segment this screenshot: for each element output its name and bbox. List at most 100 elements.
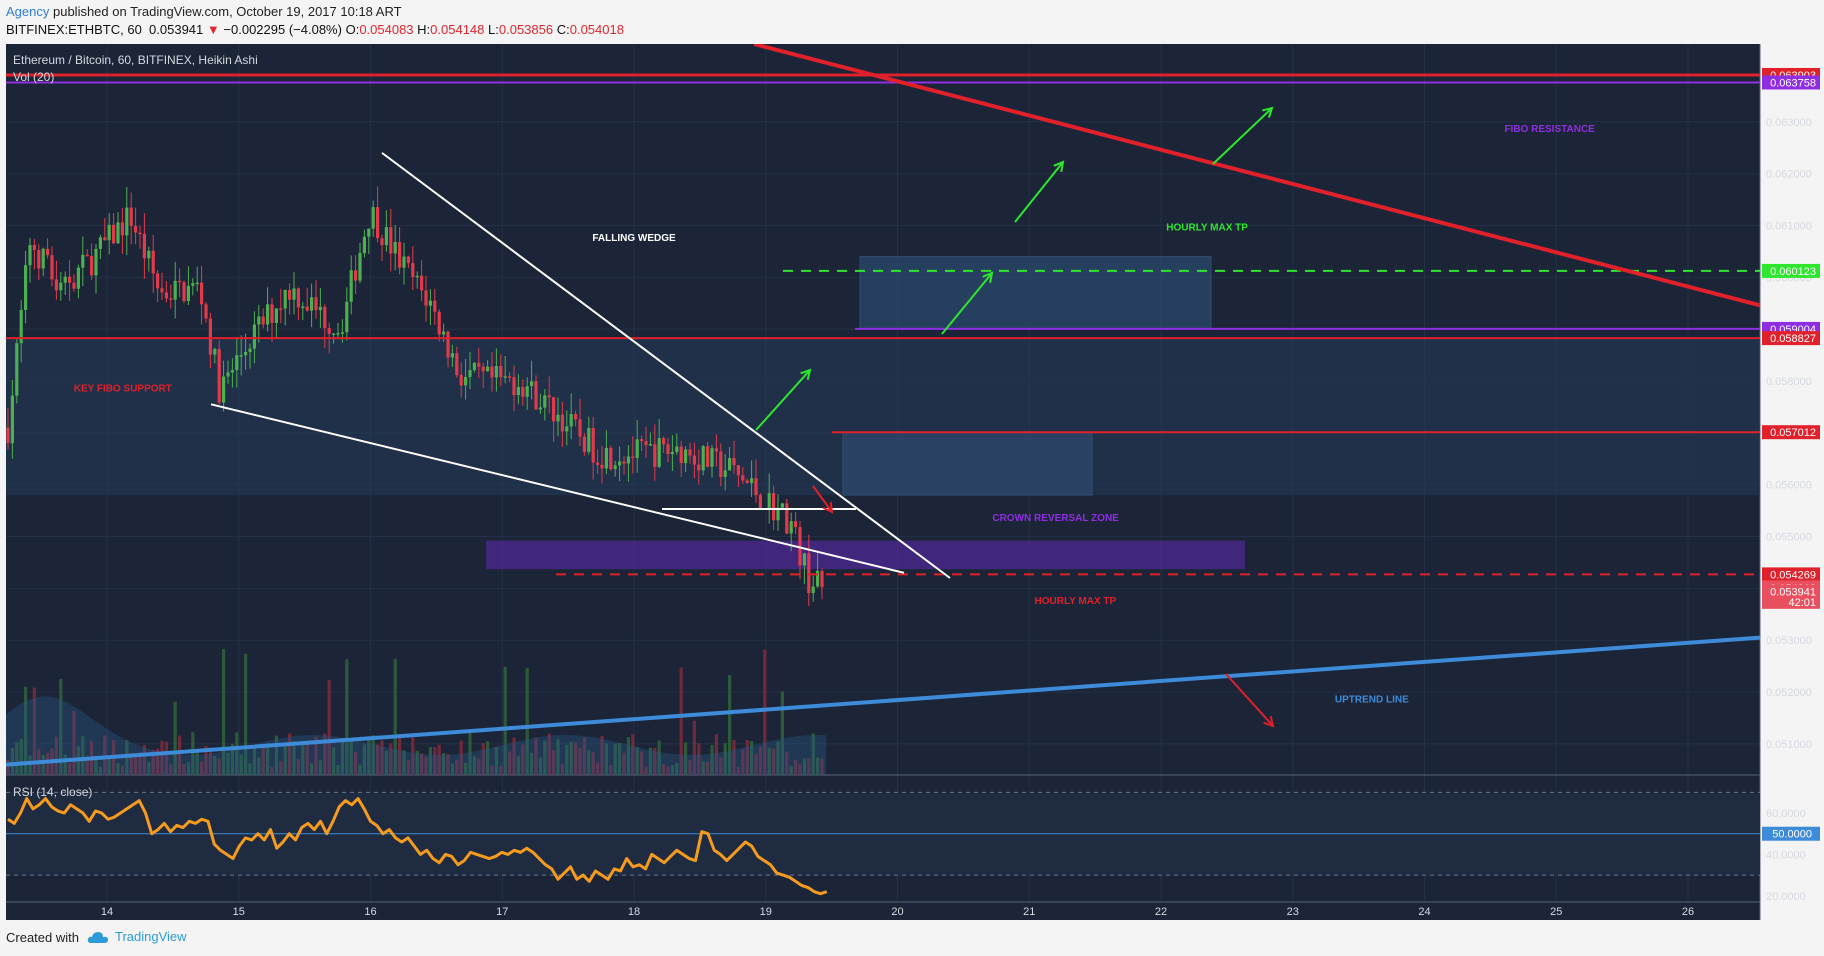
close-value: 0.054018 [569,22,624,37]
candle-body [648,444,652,446]
uptrend-line [5,635,1761,767]
candle-body [134,226,138,233]
candle-body [204,304,208,319]
volume-bar [446,753,450,775]
volume-bar [85,758,89,775]
candle-body [107,224,111,241]
candle-body [538,407,542,410]
volume-bar [719,757,723,775]
candle-body [754,478,758,496]
candle-body [459,375,463,386]
time-tick: 22 [1155,906,1167,918]
red-arrow-icon [812,485,833,513]
candle-body [560,414,564,432]
candle-body [213,349,217,355]
volume-bar [327,679,331,775]
candle-body [547,395,551,398]
volume-bar [785,751,789,775]
candle-body [288,289,292,300]
price-tick: 0.055000 [1766,532,1812,544]
candle-body [305,306,309,311]
candle-body [420,275,424,291]
candle-body [327,328,331,334]
volume-bar [736,766,740,775]
candle-body [59,282,63,291]
volume-bar [653,747,657,775]
high-label: H: [417,22,431,37]
candle-body [248,348,252,353]
chart[interactable]: FALLING WEDGE KEY FIBO SUPPORT FIBO RESIST… [0,44,1824,920]
volume-bar [618,743,622,775]
candle-body [450,353,454,358]
volume-bar [802,758,806,775]
volume-bar [415,750,419,775]
volume-bar [182,764,186,775]
volume-bar [420,753,424,775]
volume-bar [46,752,50,775]
candle-body [442,331,446,335]
price-label-box [1762,331,1820,346]
volume-bar [613,744,617,775]
candle-body [525,386,529,397]
drawn-lines [5,44,1761,767]
candle-body [178,280,182,283]
price-label-box [1762,75,1820,90]
volume-bar [820,758,824,775]
candle-body [780,503,784,508]
candle-body [662,438,666,445]
candle-body [688,449,692,456]
candle-body [653,444,657,467]
candle-body [670,451,674,454]
tradingview-brand[interactable]: TradingView [87,929,187,944]
volume-label: Vol (20) [13,70,54,84]
time-tick: 26 [1682,906,1694,918]
volume-bar [54,736,58,775]
candle-body [486,366,490,372]
close-label: C: [556,22,570,37]
volume-bar [670,765,674,775]
volume-bar [367,736,371,775]
wedge-lower-line [210,403,905,574]
candle-body [736,465,740,476]
candle-body [173,280,177,300]
rsi-label: RSI (14, close) [13,785,92,799]
candle-body [666,444,670,454]
volume-bar [684,742,688,775]
volume-bar [314,736,318,775]
volume-bar [354,751,358,775]
volume-bar [107,757,111,775]
volume-bar [340,738,344,775]
high-value: 0.054148 [430,22,485,37]
candle-body [41,248,45,269]
candle-body [32,244,36,251]
volume-bar [499,766,503,775]
volume-bar [103,735,107,775]
candle-body [222,376,226,403]
candle-body [530,381,534,387]
volume-bar [600,735,604,775]
volume-bar [530,752,534,775]
candle-body [50,255,54,280]
rsi-tick: 20.0000 [1766,891,1806,903]
volume-bar [604,743,608,775]
candle-body [807,553,811,594]
volume-bar [244,653,248,775]
candle-body [279,308,283,310]
green-arrow-icon [800,368,812,380]
candle-body [587,427,591,452]
candle-body [120,222,124,236]
volume-bar [208,747,212,775]
volume-bar [459,740,463,775]
volume-bar [776,741,780,775]
candle-body [323,306,327,329]
red-arrow-icon [1263,716,1275,728]
candle-body [362,236,366,254]
volume-bar [587,750,591,775]
volume-bar [710,744,714,775]
candlesticks [6,186,824,607]
author-link[interactable]: Agency [6,4,50,19]
candle-body [596,462,600,465]
volume-bar [714,734,718,775]
volume-bar [472,756,476,775]
volume-bar [644,766,648,775]
